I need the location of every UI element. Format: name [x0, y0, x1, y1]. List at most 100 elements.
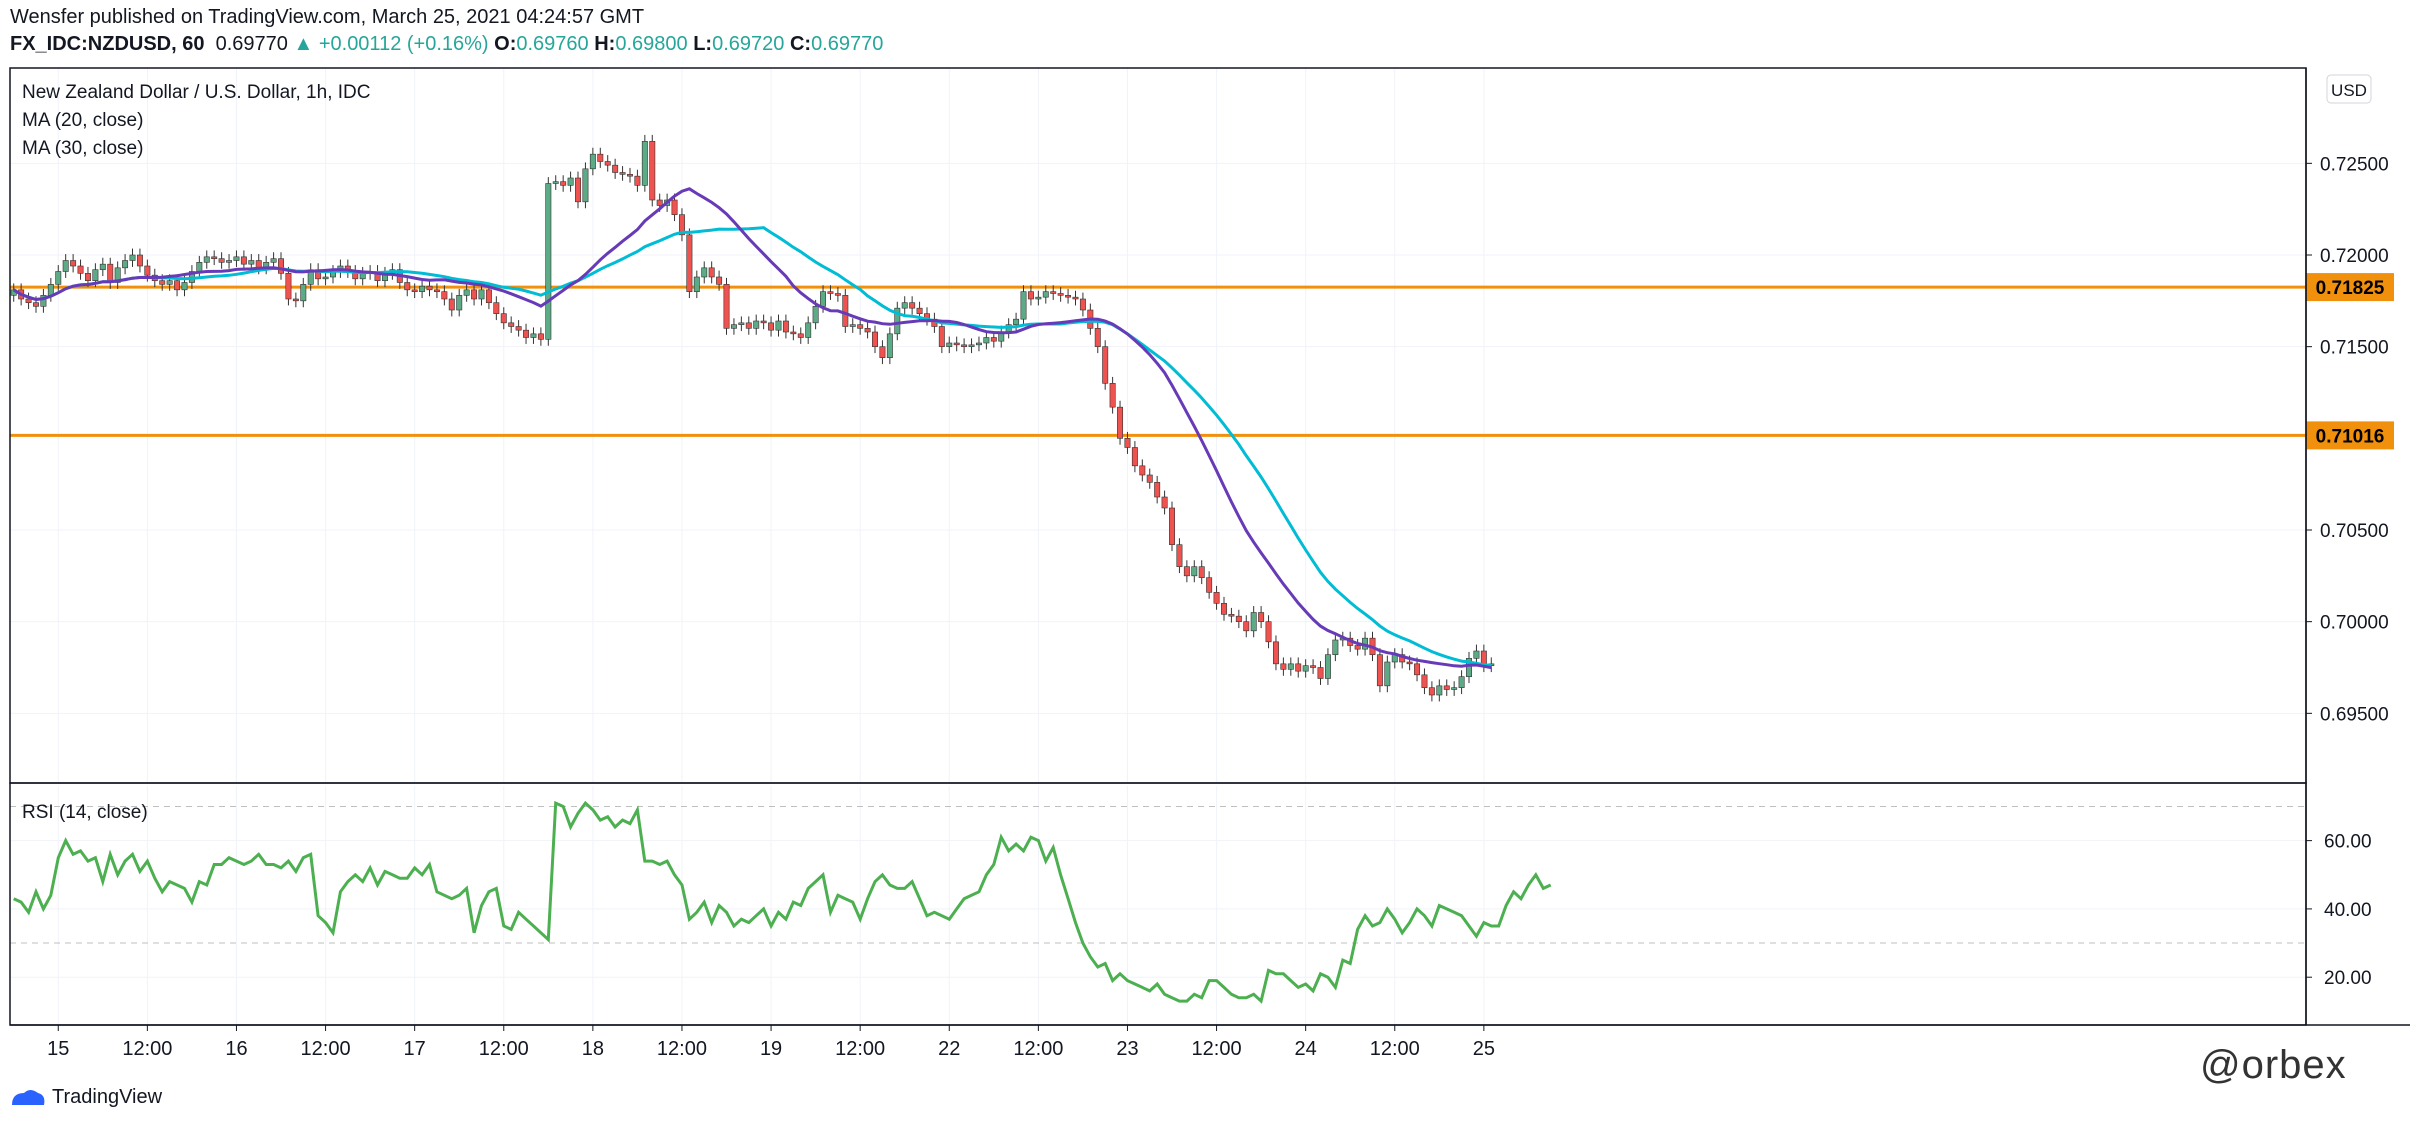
candle-down: [916, 307, 923, 314]
high-value: 0.69800: [615, 33, 688, 55]
candle-up: [62, 260, 69, 272]
candle-down: [136, 254, 143, 267]
candle-up: [1013, 318, 1020, 325]
candle-down: [537, 333, 544, 340]
candle-up: [820, 291, 827, 307]
candle-down: [634, 175, 641, 186]
candle-down: [1057, 293, 1064, 296]
candle-down: [1065, 295, 1072, 298]
candle-down: [1243, 621, 1250, 632]
candle-up: [968, 344, 975, 347]
candle-down: [790, 331, 797, 335]
candle-up: [203, 256, 210, 263]
candle-up: [894, 307, 901, 335]
candle-down: [842, 295, 849, 327]
candle-up: [693, 276, 700, 292]
candle-down: [240, 256, 247, 265]
candle-up: [849, 324, 856, 327]
candle-up: [1473, 650, 1480, 659]
candle-down: [1443, 685, 1450, 690]
candle-down: [1258, 612, 1265, 622]
candle-up: [1191, 566, 1198, 577]
open-value: 0.69760: [516, 33, 589, 55]
up-arrow-icon: ▲: [293, 33, 314, 55]
candle-down: [33, 302, 39, 307]
time-tick-label: 12:00: [1370, 1038, 1420, 1060]
candle-down: [560, 181, 567, 186]
candle-down: [404, 282, 411, 291]
candle-up: [181, 282, 188, 291]
candle-down: [708, 267, 715, 278]
candle-down: [1421, 674, 1428, 688]
rsi-line: [13, 800, 1552, 1004]
candle-down: [1102, 346, 1109, 384]
open-key: O:: [494, 33, 517, 55]
candle-down: [508, 322, 515, 327]
low-value: 0.69720: [712, 33, 785, 55]
candle-down: [1376, 654, 1383, 687]
candle-up: [901, 302, 908, 309]
candle-down: [411, 289, 418, 292]
candle-down: [1109, 383, 1116, 408]
candle-down: [515, 326, 522, 331]
candle-down: [485, 289, 492, 303]
candle-down: [285, 273, 292, 300]
time-tick-label: 12:00: [122, 1038, 172, 1060]
candle-up: [946, 342, 953, 347]
candle-down: [864, 328, 871, 333]
candle-up: [478, 289, 485, 300]
candle-down: [523, 329, 530, 338]
price-tick-label: 0.72000: [2320, 246, 2389, 267]
candle-up: [226, 260, 233, 263]
level-price-tag: [2306, 273, 2394, 302]
candle-down: [84, 273, 91, 281]
chart-title: New Zealand Dollar / U.S. Dollar, 1h, ID…: [22, 82, 370, 103]
candle-down: [1406, 661, 1413, 665]
time-tick-label: 12:00: [1192, 1038, 1242, 1060]
candle-up: [1436, 685, 1443, 696]
footer-brand[interactable]: TradingView: [10, 1085, 162, 1109]
time-tick-label: 12:00: [835, 1038, 885, 1060]
rsi-tick-label: 40.00: [2324, 900, 2372, 921]
candle-down: [441, 291, 448, 300]
candle-up: [55, 271, 62, 285]
candle-down: [144, 265, 151, 276]
close-value: 0.69770: [811, 33, 884, 55]
time-tick-label: 25: [1473, 1038, 1495, 1060]
brand-label: TradingView: [52, 1085, 163, 1108]
publish-info: Wensfer published on TradingView.com, Ma…: [10, 6, 645, 28]
candle-up: [582, 168, 589, 203]
candle-up: [812, 306, 819, 324]
candle-down: [604, 161, 611, 166]
candle-up: [983, 337, 990, 344]
candle-up: [1302, 665, 1309, 672]
candle-up: [1451, 687, 1458, 690]
candle-down: [1206, 577, 1213, 593]
price-levels: 0.71825 0.71016: [10, 273, 2394, 450]
candle-down: [107, 263, 114, 283]
candle-down: [678, 214, 685, 236]
candle-down: [448, 298, 455, 311]
candle-down: [70, 260, 77, 267]
currency-label: USD: [2331, 81, 2367, 100]
candle-up: [641, 141, 648, 186]
candle-down: [174, 280, 181, 291]
candle-down: [1027, 291, 1034, 300]
candle-down: [1124, 438, 1131, 448]
low-key: L:: [693, 33, 713, 55]
candle-down: [1317, 667, 1324, 679]
candle-down: [827, 291, 834, 294]
candle-down: [1414, 663, 1421, 676]
candle-down: [768, 322, 775, 331]
chart-area[interactable]: 0.71825 0.71016 0.69500 0.70000 0.70500 0.71…: [0, 0, 2415, 1080]
candle-down: [782, 320, 789, 333]
candle-down: [1050, 291, 1057, 294]
candle-down: [723, 284, 730, 329]
candle-up: [129, 254, 136, 261]
watermark: @orbex: [2200, 1043, 2347, 1087]
candle-up: [233, 256, 240, 261]
candle-down: [953, 342, 960, 346]
candle-up: [1287, 663, 1294, 670]
candle-down: [619, 172, 626, 175]
candle-down: [1183, 566, 1190, 577]
